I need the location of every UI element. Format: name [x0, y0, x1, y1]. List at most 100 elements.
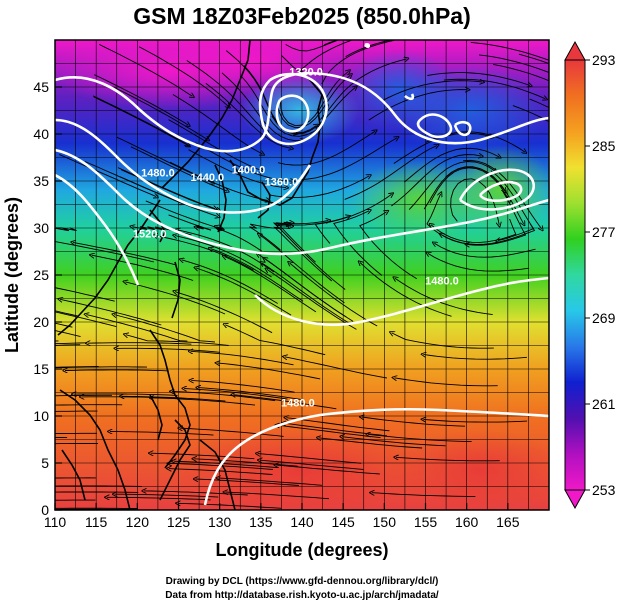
streamline	[408, 161, 495, 210]
streamline	[86, 315, 188, 342]
colorbar-ticks: 293 285 277 269 261 253	[585, 52, 616, 498]
streamline	[392, 333, 494, 349]
streamline	[404, 147, 499, 183]
streamline	[175, 292, 273, 334]
streamline	[512, 105, 549, 123]
x-tick-label: 135	[249, 514, 273, 530]
x-tick-label: 165	[496, 514, 520, 530]
streamline	[59, 154, 156, 197]
streamline	[431, 218, 517, 243]
streamline	[152, 398, 256, 406]
streamline	[241, 76, 320, 137]
y-axis-label: Latitude (degrees)	[2, 197, 22, 353]
streamline	[188, 149, 287, 188]
streamline	[155, 235, 254, 271]
streamline	[60, 299, 162, 326]
streamline	[116, 348, 220, 353]
streamline	[122, 396, 226, 402]
streamline	[55, 404, 123, 406]
streamline	[211, 249, 304, 302]
colorbar-body	[564, 59, 586, 491]
streamline	[88, 343, 192, 345]
streamline	[55, 311, 117, 328]
y-tick-label: 30	[33, 220, 49, 236]
streamline	[55, 227, 77, 232]
streamline	[428, 253, 530, 272]
streamline	[94, 74, 188, 125]
streamline	[275, 221, 329, 263]
streamline	[74, 394, 178, 396]
streamline	[276, 465, 380, 475]
streamline	[265, 259, 354, 322]
streamline	[286, 418, 390, 432]
streamline	[233, 395, 337, 410]
credit-data: Data from http://database.rish.kyoto-u.a…	[165, 590, 439, 601]
streamline	[116, 136, 213, 183]
y-tick-label: 0	[41, 502, 49, 518]
streamline	[225, 492, 329, 500]
streamline	[169, 161, 268, 200]
chart-title: GSM 18Z03Feb2025 (850.0hPa)	[133, 3, 471, 29]
streamline	[114, 315, 215, 343]
streamline	[55, 342, 87, 345]
contour-label: 1480.0	[141, 167, 175, 179]
streamline	[259, 235, 345, 304]
streamline	[117, 167, 215, 209]
streamline	[345, 40, 393, 57]
y-tick-label: 35	[33, 173, 49, 189]
streamline	[333, 211, 383, 276]
streamline	[267, 269, 357, 330]
contour-label: 1400.0	[232, 164, 266, 176]
contour-label: 1360.0	[265, 177, 299, 189]
x-tick-label: 130	[208, 514, 232, 530]
streamline	[168, 214, 212, 231]
streamline	[368, 434, 472, 443]
streamline	[344, 146, 437, 200]
streamline	[175, 236, 272, 278]
streamline	[65, 370, 169, 371]
streamline	[225, 325, 326, 356]
streamline	[55, 477, 96, 479]
streamline	[434, 243, 536, 258]
streamline	[423, 354, 527, 360]
streamline	[138, 46, 228, 107]
streamline	[180, 428, 284, 437]
streamline	[55, 310, 79, 317]
streamline	[55, 344, 81, 346]
streamline	[55, 410, 98, 412]
streamline	[191, 380, 295, 393]
streamline	[186, 60, 268, 134]
streamline	[194, 459, 298, 467]
streamline	[98, 43, 192, 96]
x-tick-label: 150	[373, 514, 397, 530]
colorbar-tick-label: 269	[592, 310, 616, 326]
streamline	[218, 478, 322, 486]
streamline	[395, 278, 493, 316]
streamline	[441, 223, 536, 245]
streamline	[391, 155, 481, 207]
streamline	[285, 357, 387, 379]
streamline	[450, 178, 500, 225]
streamline	[55, 330, 81, 338]
streamline	[467, 191, 527, 245]
streamline	[55, 499, 96, 501]
x-tick-label: 115	[85, 514, 108, 530]
credit-drawing: Drawing by DCL (https://www.gfd-dennou.o…	[166, 576, 439, 587]
y-tick-label: 40	[33, 126, 49, 142]
streamline	[198, 388, 302, 400]
streamline	[55, 366, 99, 368]
colorbar-tick-label: 293	[592, 52, 616, 68]
streamline	[221, 72, 303, 141]
streamline	[277, 131, 375, 166]
streamline	[285, 40, 340, 52]
streamline	[276, 75, 350, 129]
streamline	[529, 98, 549, 109]
x-tick-label: 155	[414, 514, 438, 530]
contour-label: 1320.0	[289, 67, 323, 79]
geopotential-contours	[55, 43, 549, 506]
streamline	[174, 461, 278, 469]
streamline	[178, 503, 282, 509]
streamline	[281, 40, 354, 72]
